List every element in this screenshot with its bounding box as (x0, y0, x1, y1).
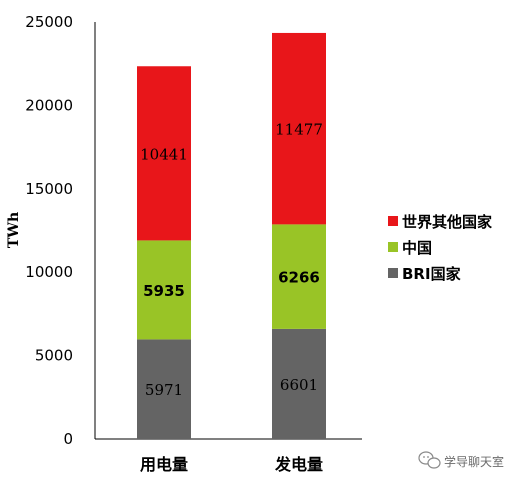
bar-segment (137, 339, 191, 439)
data-label: 6601 (280, 376, 318, 394)
bar-segment (137, 240, 191, 340)
y-tick-label: 20000 (25, 96, 73, 114)
category-labels: 用电量 发电量 (140, 455, 323, 474)
data-label: 11477 (275, 121, 323, 139)
legend-swatch (388, 216, 398, 226)
data-label: 5971 (145, 381, 183, 399)
legend-swatch (388, 268, 398, 278)
watermark-text: 学导聊天室 (444, 454, 504, 469)
y-tick-label: 15000 (25, 180, 73, 198)
legend-label: 世界其他国家 (402, 213, 492, 231)
data-label: 5935 (143, 282, 185, 300)
bar-segment (272, 224, 326, 329)
data-labels: 5971 5935 10441 6601 6266 11477 (140, 121, 323, 400)
y-tick-labels: 0 5000 10000 15000 20000 25000 (25, 13, 73, 448)
wechat-icon (418, 451, 441, 469)
data-label: 10441 (140, 145, 188, 163)
y-axis-label: TWh (6, 212, 22, 248)
watermark: 学导聊天室 (418, 451, 504, 469)
y-tick-label: 10000 (25, 263, 73, 281)
y-tick-label: 0 (63, 430, 73, 448)
legend-label: 中国 (402, 239, 432, 257)
y-tick-label: 25000 (25, 13, 73, 31)
legend-label: BRI国家 (402, 265, 461, 283)
y-tick-label: 5000 (35, 347, 73, 365)
bar-segment (272, 328, 326, 439)
bar-segment (137, 66, 191, 241)
data-label: 6266 (278, 269, 320, 287)
category-label: 发电量 (274, 455, 323, 474)
bar-stacks (137, 32, 326, 439)
category-label: 用电量 (140, 455, 188, 474)
legend-swatch (388, 242, 398, 252)
bar-segment (272, 32, 326, 225)
